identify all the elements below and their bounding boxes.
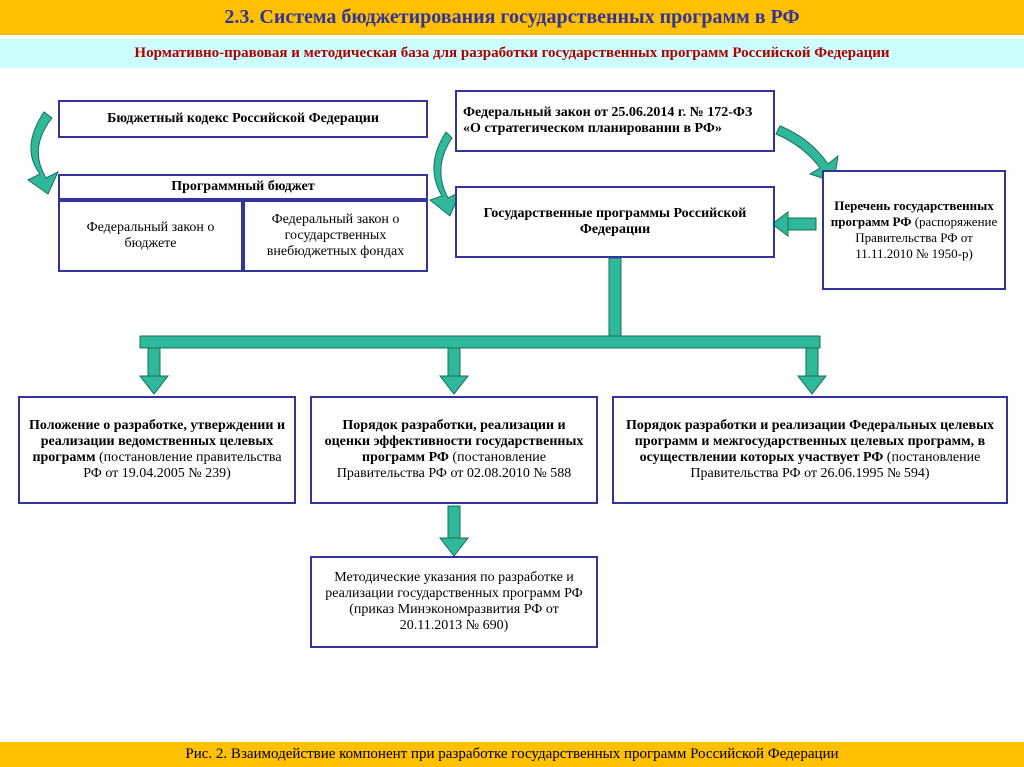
node-progbudget-header-text: Программный бюджет xyxy=(171,179,315,195)
arrow-poryadok-to-metod xyxy=(440,506,468,556)
arrow-kodex-to-progbudget xyxy=(28,112,58,194)
page-subtitle: Нормативно-правовая и методическая база … xyxy=(0,39,1024,68)
node-fz172: Федеральный закон от 25.06.2014 г. № 172… xyxy=(455,90,775,152)
page-title: 2.3. Система бюджетирования государствен… xyxy=(0,0,1024,35)
node-polozhenie: Положение о разработке, утверждении и ре… xyxy=(18,396,296,504)
node-gosprog: Государственные программы Российской Фед… xyxy=(455,186,775,258)
arrow-branch-to-polozhenie xyxy=(140,348,168,394)
node-poryadok-rf: Порядок разработки, реализации и оценки … xyxy=(310,396,598,504)
node-fz-funds: Федеральный закон о государственных внеб… xyxy=(243,200,428,272)
node-metod-text: Методические указания по разработке и ре… xyxy=(318,570,590,634)
arrow-branch-to-poryadok-fed xyxy=(798,348,826,394)
trunk-line xyxy=(609,258,621,336)
node-perechen: Перечень государственных программ РФ (ра… xyxy=(822,170,1006,290)
node-gosprog-text: Государственные программы Российской Фед… xyxy=(463,206,767,238)
node-fz-budget-text: Федеральный закон о бюджете xyxy=(66,220,235,252)
node-progbudget-header: Программный бюджет xyxy=(58,174,428,200)
figure-caption: Рис. 2. Взаимодействие компонент при раз… xyxy=(0,742,1024,767)
branch-line xyxy=(140,336,820,348)
node-poryadok-fed: Порядок разработки и реализации Федераль… xyxy=(612,396,1008,504)
node-fz-funds-text: Федеральный закон о государственных внеб… xyxy=(251,212,420,260)
arrow-perechen-to-gosprog xyxy=(772,212,816,236)
node-polozhenie-plain: (постановление правительства РФ от 19.04… xyxy=(83,450,281,481)
node-kodex-text: Бюджетный кодекс Российской Федерации xyxy=(107,111,379,127)
node-fz172-text: Федеральный закон от 25.06.2014 г. № 172… xyxy=(463,105,767,137)
node-metod: Методические указания по разработке и ре… xyxy=(310,556,598,648)
node-fz-budget: Федеральный закон о бюджете xyxy=(58,200,243,272)
diagram-canvas: Бюджетный кодекс Российской Федерации Фе… xyxy=(0,78,1024,738)
arrow-branch-to-poryadok-rf xyxy=(440,348,468,394)
node-kodex: Бюджетный кодекс Российской Федерации xyxy=(58,100,428,138)
